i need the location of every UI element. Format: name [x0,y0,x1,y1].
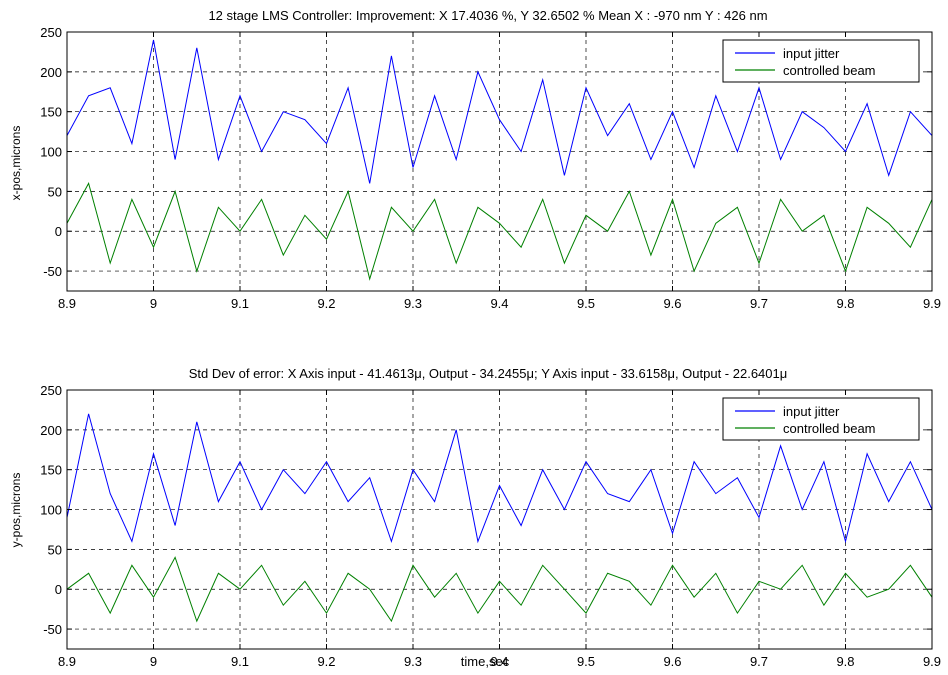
x-tick-label: 9.4 [490,654,508,669]
x-tick-label: 9.6 [663,296,681,311]
y-tick-label: 100 [40,145,62,160]
y-tick-label: 200 [40,423,62,438]
legend: input jitter controlled beam [722,39,920,83]
x-tick-label: 9.5 [577,654,595,669]
x-tick-label: 9.1 [231,296,249,311]
y-position-panel: Std Dev of error: X Axis input - 41.4613… [9,366,941,669]
x-tick-label: 9.8 [836,296,854,311]
legend-label-input-jitter: input jitter [783,404,840,419]
legend-box [722,39,920,83]
y-tick-label: 50 [48,184,62,199]
series-line-controlled-beam [66,556,933,623]
x-panel-title: 12 stage LMS Controller: Improvement: X … [208,8,767,23]
legend: input jitter controlled beam [722,397,920,441]
series-line-input-jitter [66,39,933,184]
y-tick-label: 250 [40,25,62,40]
legend-label-input-jitter: input jitter [783,46,840,61]
x-tick-label: 9.9 [923,654,941,669]
legend-label-controlled-beam: controlled beam [783,421,876,436]
x-tick-label: 9.3 [404,296,422,311]
series-line-controlled-beam [66,182,933,281]
x-tick-label: 9.6 [663,654,681,669]
x-tick-label: 9.2 [317,654,335,669]
x-tick-label: 9.8 [836,654,854,669]
y-tick-label: 200 [40,65,62,80]
x-tick-label: 9.2 [317,296,335,311]
x-tick-label: 9.7 [750,296,768,311]
y-tick-label: 150 [40,463,62,478]
x-tick-label: 9 [150,296,157,311]
y-tick-label: 0 [55,224,62,239]
x-tick-label: 9.3 [404,654,422,669]
x-tick-label: 9.1 [231,654,249,669]
x-position-panel: 12 stage LMS Controller: Improvement: X … [9,8,941,311]
x-tick-label: 9.7 [750,654,768,669]
y-tick-label: 0 [55,582,62,597]
x-tick-label: 8.9 [58,296,76,311]
x-tick-label: 8.9 [58,654,76,669]
y-tick-label: 150 [40,105,62,120]
y-tick-label: -50 [43,264,62,279]
y-panel-title: Std Dev of error: X Axis input - 41.4613… [189,366,787,381]
y-tick-label: 100 [40,503,62,518]
y-tick-label: 250 [40,383,62,398]
x-panel-ylabel: x-pos,microns [9,126,23,201]
x-tick-label: 9 [150,654,157,669]
legend-label-controlled-beam: controlled beam [783,63,876,78]
y-tick-label: -50 [43,622,62,637]
series-line-input-jitter [66,413,933,544]
y-tick-label: 50 [48,542,62,557]
legend-box [722,397,920,441]
x-tick-label: 9.4 [490,296,508,311]
y-panel-ylabel: y-pos,microns [9,473,23,548]
x-tick-label: 9.9 [923,296,941,311]
y-panel-xlabel: time,sec [461,654,510,669]
x-tick-label: 9.5 [577,296,595,311]
